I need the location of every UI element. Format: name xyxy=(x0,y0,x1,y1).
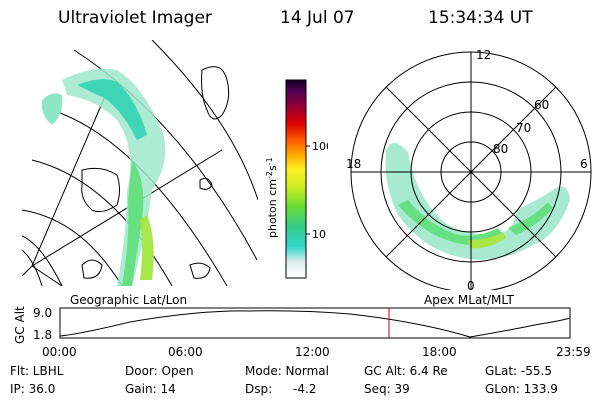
info-gc-alt: GC Alt: 6.4 Re xyxy=(364,364,448,378)
geographic-image-panel xyxy=(22,40,258,286)
time-tick-0600: 06:00 xyxy=(168,345,203,359)
mlat-label-60: 60 xyxy=(534,98,549,112)
apex-panel-label: Apex MLat/MLT xyxy=(424,293,514,307)
colorbar-unit-label: photon cm-2s-1 xyxy=(265,157,279,238)
info-flt: Flt: LBHL xyxy=(10,364,64,378)
info-glat: GLat: -55.5 xyxy=(485,364,552,378)
mlat-label-80: 80 xyxy=(493,142,508,156)
altitude-ytick-bottom: 1.8 xyxy=(33,328,52,342)
mlt-label-6: 6 xyxy=(580,157,588,171)
altitude-timeline: GC Alt 9.0 1.8 00:00 06:00 12:00 18:00 2… xyxy=(13,306,591,359)
time-tick-2359: 23:59 xyxy=(556,345,591,359)
info-seq: Seq: 39 xyxy=(364,382,410,396)
instrument-title: Ultraviolet Imager xyxy=(58,8,212,28)
info-ip: IP: 36.0 xyxy=(10,382,56,396)
mlt-label-12: 12 xyxy=(476,48,491,62)
observation-time: 15:34:34 UT xyxy=(428,8,533,28)
apex-polar-plot: 12 18 6 0 60 70 80 xyxy=(346,48,592,290)
colorbar: 100 10 photon cm-2s-1 xyxy=(265,79,328,279)
info-glon: GLon: 133.9 xyxy=(485,382,558,396)
info-gain: Gain: 14 xyxy=(125,382,176,396)
time-tick-0000: 00:00 xyxy=(42,345,77,359)
geographic-panel-label: Geographic Lat/Lon xyxy=(70,293,188,307)
mlt-label-18: 18 xyxy=(346,157,361,171)
time-tick-1800: 18:00 xyxy=(422,345,457,359)
observation-date: 14 Jul 07 xyxy=(280,8,355,28)
info-door: Door: Open xyxy=(125,364,194,378)
colorbar-scale xyxy=(285,79,307,279)
info-dsp-value: -4.2 xyxy=(293,382,317,396)
time-tick-1200: 12:00 xyxy=(295,345,330,359)
mlt-label-0: 0 xyxy=(467,279,475,290)
altitude-curve xyxy=(59,310,571,338)
altitude-ytick-top: 9.0 xyxy=(33,306,52,320)
colorbar-tick-10: 10 xyxy=(312,228,326,241)
mlat-label-70: 70 xyxy=(516,121,531,135)
colorbar-tick-100: 100 xyxy=(312,140,328,153)
altitude-ylabel: GC Alt xyxy=(13,306,27,344)
info-dsp-label: Dsp: xyxy=(245,382,273,396)
info-mode: Mode: Normal xyxy=(245,364,329,378)
